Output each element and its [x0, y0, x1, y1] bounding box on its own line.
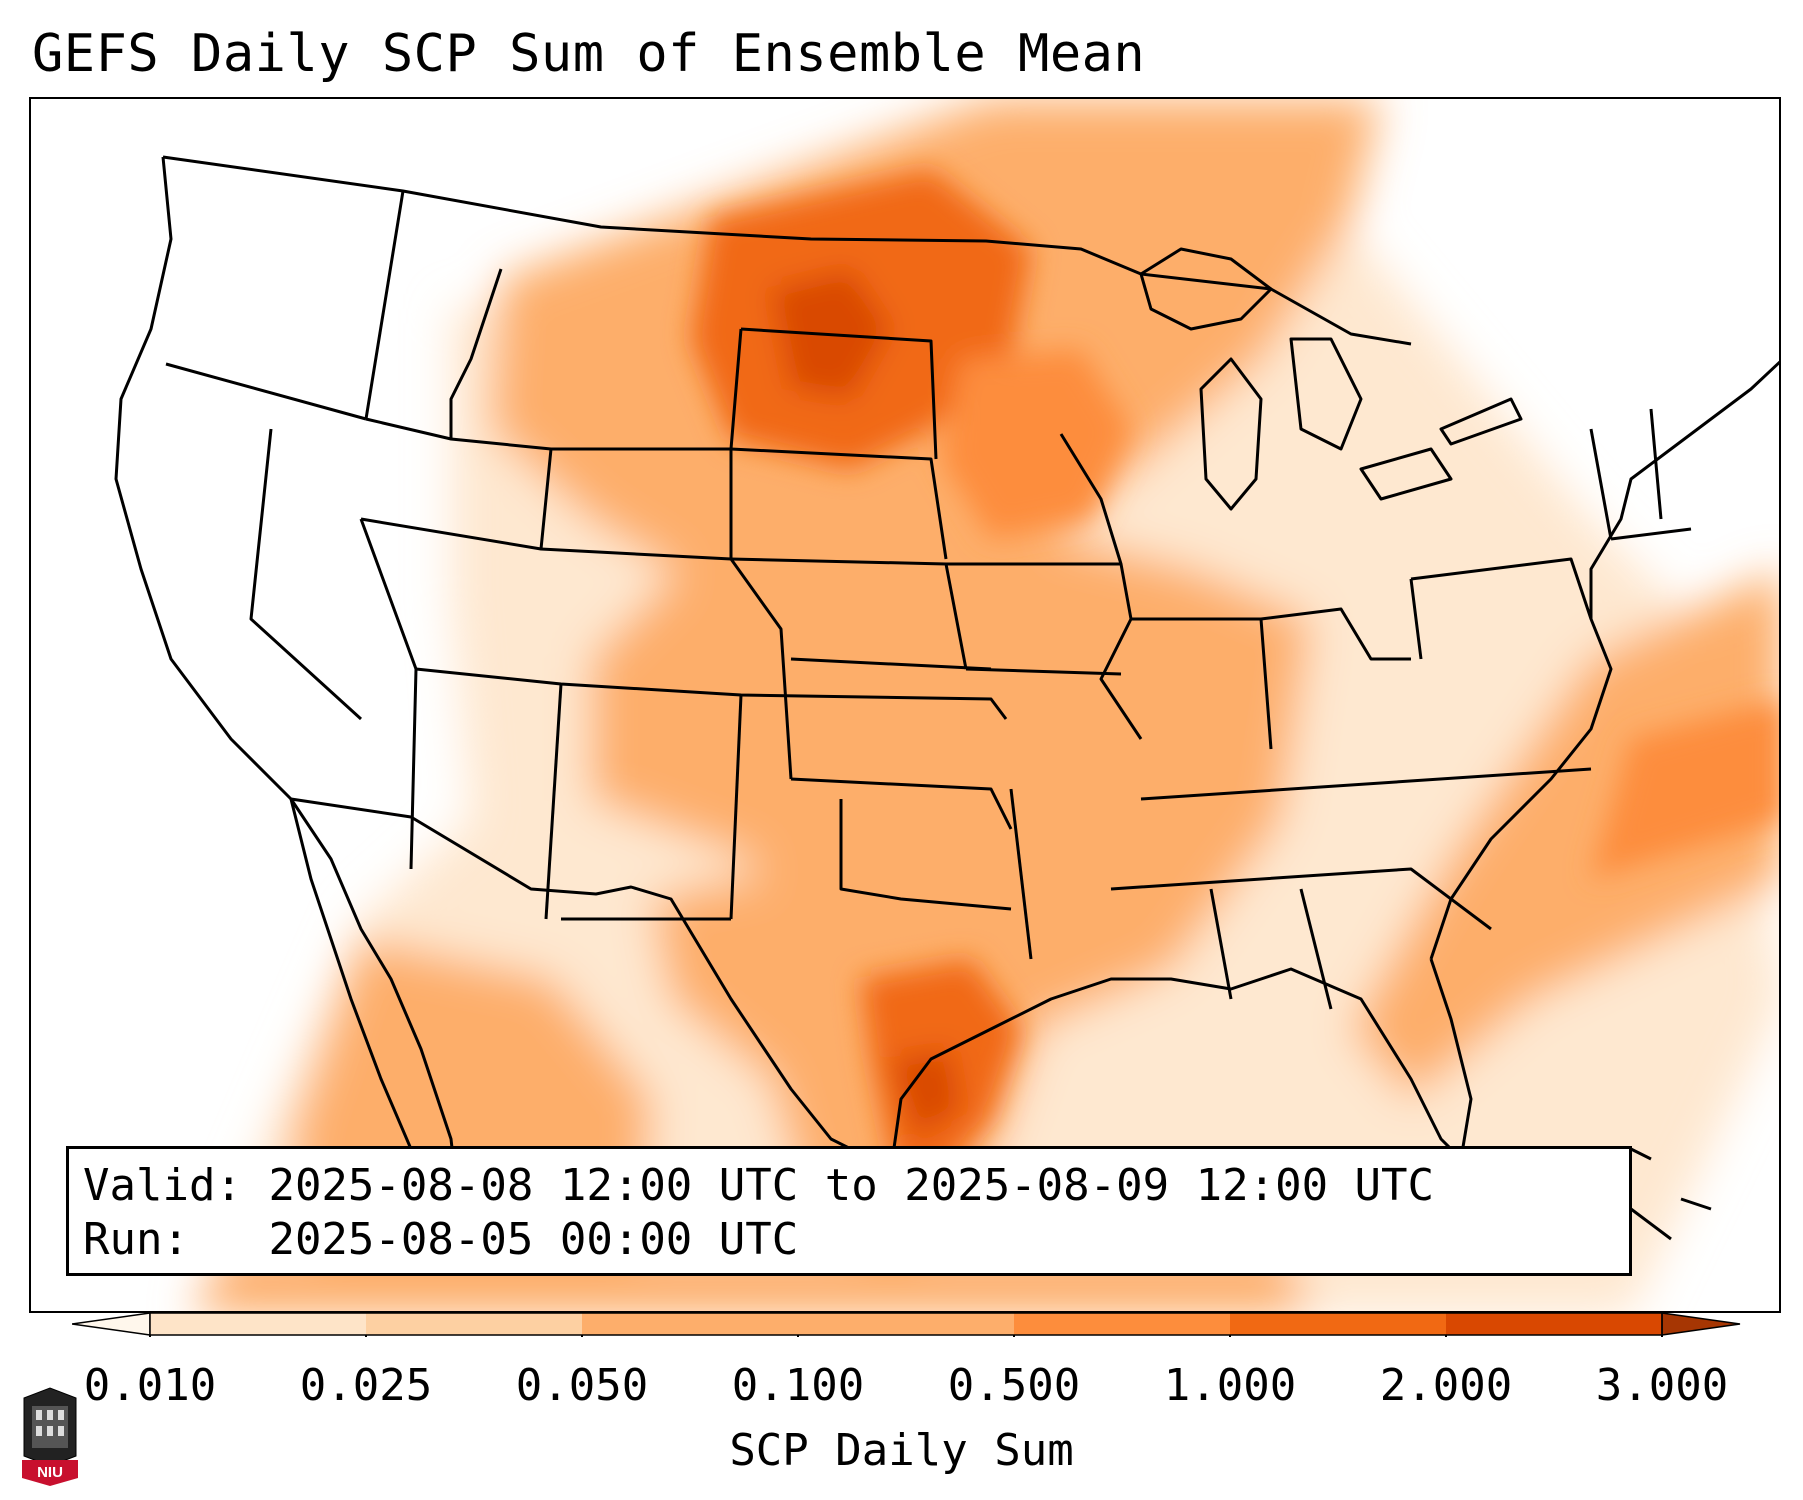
- colorbar-segment-4: [1014, 1313, 1230, 1335]
- valid-time-range: 2025-08-08 12:00 UTC to 2025-08-09 12:00…: [268, 1160, 1435, 1211]
- colorbar-tick-label: 0.100: [731, 1360, 865, 1411]
- colorbar-tick-label: 0.025: [299, 1360, 433, 1411]
- colorbar: [72, 1312, 1741, 1337]
- niu-logo: NIU: [22, 1387, 78, 1486]
- colorbar-tick-label: 1.000: [1163, 1360, 1297, 1411]
- map-title: GEFS Daily SCP Sum of Ensemble Mean: [32, 24, 1146, 84]
- colorbar-label: SCP Daily Sum: [729, 1425, 1074, 1476]
- valid-run-info-box: Valid: 2025-08-08 12:00 UTC to 2025-08-0…: [66, 1146, 1632, 1276]
- colorbar-extend-low: [72, 1312, 151, 1336]
- run-time: 2025-08-05 00:00 UTC: [268, 1214, 799, 1265]
- colorbar-segment-2: [582, 1313, 798, 1335]
- colorbar-segment-3: [798, 1313, 1014, 1335]
- colorbar-tick-label: 3.000: [1595, 1360, 1729, 1411]
- colorbar-tick-label: 0.050: [515, 1360, 649, 1411]
- colorbar-segment-6: [1446, 1313, 1662, 1335]
- colorbar-segment-1: [366, 1313, 582, 1335]
- logo-text: NIU: [37, 1464, 63, 1481]
- valid-label: Valid:: [83, 1160, 242, 1211]
- colorbar-extend-high: [1661, 1312, 1741, 1336]
- colorbar-tick-label: 0.500: [947, 1360, 1081, 1411]
- colorbar-segment-0: [150, 1313, 366, 1335]
- map-boundaries: [114, 155, 1779, 1241]
- colorbar-tick-label: 0.010: [83, 1360, 217, 1411]
- colorbar-tick-label: 2.000: [1379, 1360, 1513, 1411]
- scp-field-map: [114, 99, 1779, 1311]
- run-label: Run:: [83, 1214, 189, 1265]
- map-panel: [29, 97, 1781, 1313]
- colorbar-segment-5: [1230, 1313, 1446, 1335]
